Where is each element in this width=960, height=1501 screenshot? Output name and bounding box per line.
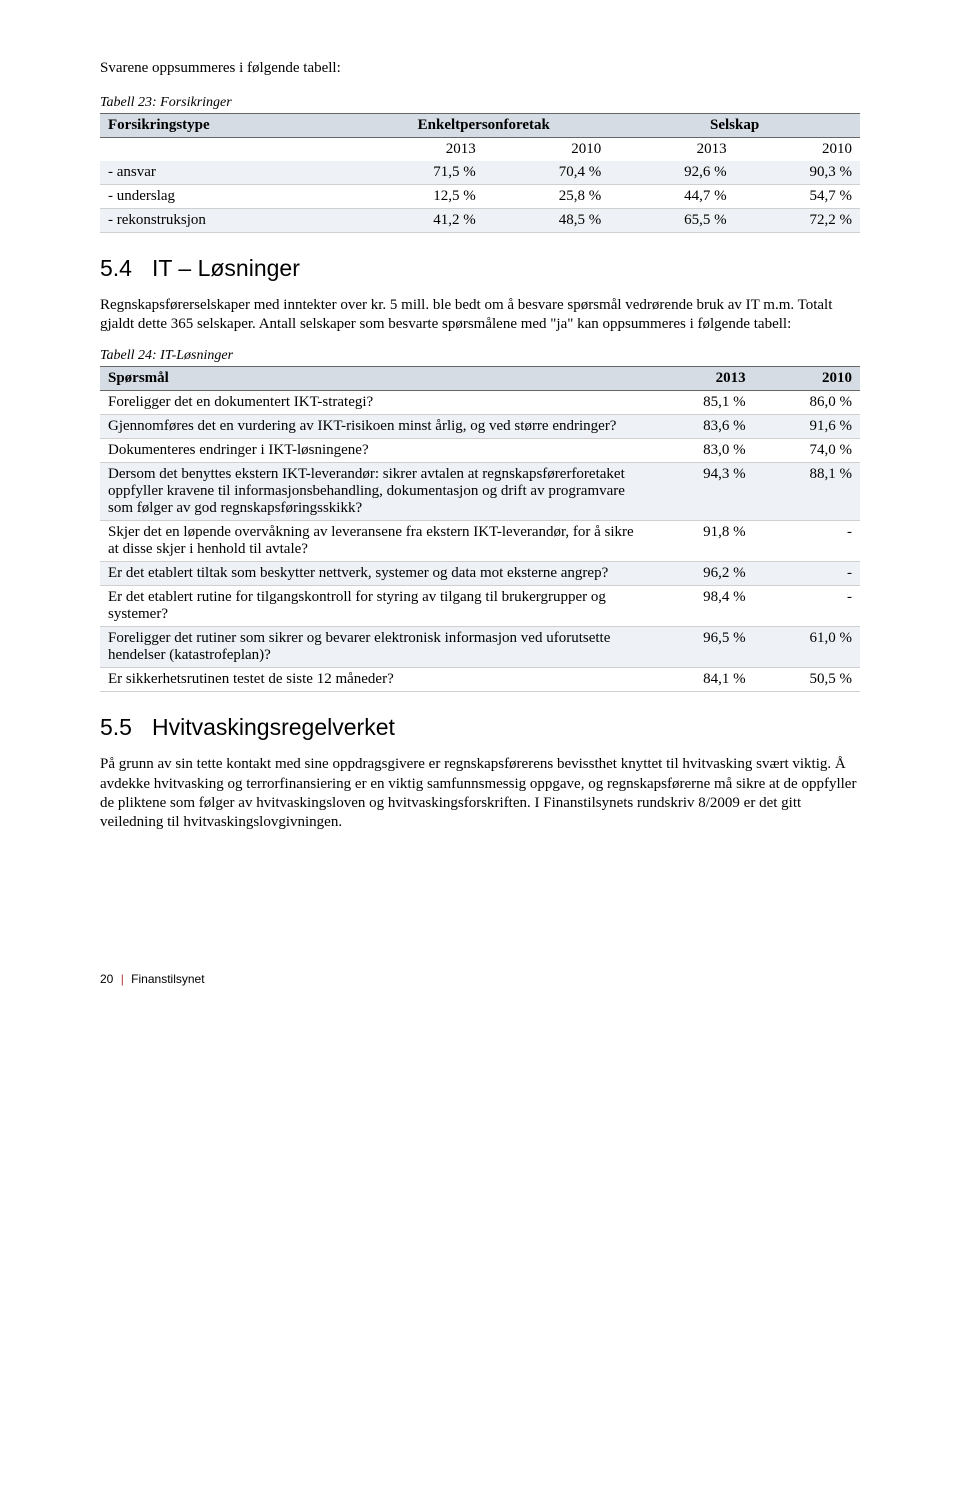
section-number: 5.4	[100, 255, 152, 282]
row-label: - rekonstruksjon	[100, 209, 358, 233]
table-forsikringer: Forsikringstype Enkeltpersonforetak Sels…	[100, 113, 860, 233]
cell-value: 41,2 %	[358, 209, 483, 233]
table23-year: 2013	[358, 138, 483, 162]
cell-value: 91,8 %	[647, 521, 753, 562]
table23-h-selskap: Selskap	[609, 114, 860, 138]
section-title: IT – Løsninger	[152, 255, 300, 281]
table24-h-2013: 2013	[647, 367, 753, 391]
cell-value: 70,4 %	[484, 161, 609, 185]
cell-value: 74,0 %	[754, 439, 860, 463]
cell-value: -	[754, 521, 860, 562]
cell-value: 85,1 %	[647, 391, 753, 415]
table23-h-type: Forsikringstype	[100, 114, 358, 138]
table23-caption: Tabell 23: Forsikringer	[100, 95, 860, 111]
table-it-losninger: Spørsmål 2013 2010 Foreligger det en dok…	[100, 366, 860, 692]
table23-h-enkelt: Enkeltpersonforetak	[358, 114, 609, 138]
footer-page-number: 20	[100, 972, 113, 986]
cell-value: 96,2 %	[647, 562, 753, 586]
table-row: Gjennomføres det en vurdering av IKT-ris…	[100, 415, 860, 439]
section-title: Hvitvaskingsregelverket	[152, 714, 395, 740]
cell-value: 71,5 %	[358, 161, 483, 185]
cell-value: 72,2 %	[735, 209, 860, 233]
section-5-4-intro: Regnskapsførerselskaper med inntekter ov…	[100, 296, 860, 334]
section-number: 5.5	[100, 714, 152, 741]
row-question: Foreligger det rutiner som sikrer og bev…	[100, 627, 647, 668]
row-question: Foreligger det en dokumentert IKT-strate…	[100, 391, 647, 415]
row-question: Dokumenteres endringer i IKT-løsningene?	[100, 439, 647, 463]
table24-caption: Tabell 24: IT-Løsninger	[100, 348, 860, 364]
row-question: Er sikkerhetsrutinen testet de siste 12 …	[100, 668, 647, 692]
row-question: Gjennomføres det en vurdering av IKT-ris…	[100, 415, 647, 439]
table24-h-q: Spørsmål	[100, 367, 647, 391]
row-question: Er det etablert rutine for tilgangskontr…	[100, 586, 647, 627]
table23-body: - ansvar71,5 %70,4 %92,6 %90,3 %- unders…	[100, 161, 860, 233]
cell-value: 54,7 %	[735, 185, 860, 209]
section-5-5-body: På grunn av sin tette kontakt med sine o…	[100, 755, 860, 832]
table-row: Dersom det benyttes ekstern IKT-leverand…	[100, 463, 860, 521]
row-question: Skjer det en løpende overvåkning av leve…	[100, 521, 647, 562]
cell-value: 92,6 %	[609, 161, 734, 185]
table-row: Foreligger det rutiner som sikrer og bev…	[100, 627, 860, 668]
cell-value: 83,6 %	[647, 415, 753, 439]
table-row: Er sikkerhetsrutinen testet de siste 12 …	[100, 668, 860, 692]
cell-value: -	[754, 586, 860, 627]
cell-value: 90,3 %	[735, 161, 860, 185]
table23-year: 2010	[735, 138, 860, 162]
section-5-4-heading: 5.4IT – Løsninger	[100, 255, 860, 282]
intro-text: Svarene oppsummeres i følgende tabell:	[100, 60, 860, 77]
cell-value: 44,7 %	[609, 185, 734, 209]
table23-year: 2010	[484, 138, 609, 162]
cell-value: 96,5 %	[647, 627, 753, 668]
cell-value: 48,5 %	[484, 209, 609, 233]
cell-value: 94,3 %	[647, 463, 753, 521]
footer-org: Finanstilsynet	[131, 972, 204, 986]
table-row: - rekonstruksjon41,2 %48,5 %65,5 %72,2 %	[100, 209, 860, 233]
row-question: Dersom det benyttes ekstern IKT-leverand…	[100, 463, 647, 521]
table23-year-row: 2013 2010 2013 2010	[100, 138, 860, 162]
cell-value: 86,0 %	[754, 391, 860, 415]
cell-value: 25,8 %	[484, 185, 609, 209]
cell-value: 83,0 %	[647, 439, 753, 463]
cell-value: 88,1 %	[754, 463, 860, 521]
table-row: - ansvar71,5 %70,4 %92,6 %90,3 %	[100, 161, 860, 185]
cell-value: -	[754, 562, 860, 586]
table23-year: 2013	[609, 138, 734, 162]
table-row: Skjer det en løpende overvåkning av leve…	[100, 521, 860, 562]
table-row: Dokumenteres endringer i IKT-løsningene?…	[100, 439, 860, 463]
table-row: Foreligger det en dokumentert IKT-strate…	[100, 391, 860, 415]
table24-h-2010: 2010	[754, 367, 860, 391]
cell-value: 84,1 %	[647, 668, 753, 692]
row-label: - underslag	[100, 185, 358, 209]
row-label: - ansvar	[100, 161, 358, 185]
page-footer: 20 | Finanstilsynet	[100, 972, 860, 986]
section-5-5-heading: 5.5Hvitvaskingsregelverket	[100, 714, 860, 741]
table-row: - underslag12,5 %25,8 %44,7 %54,7 %	[100, 185, 860, 209]
cell-value: 61,0 %	[754, 627, 860, 668]
table24-body: Foreligger det en dokumentert IKT-strate…	[100, 391, 860, 692]
table-row: Er det etablert tiltak som beskytter net…	[100, 562, 860, 586]
table23-header-row: Forsikringstype Enkeltpersonforetak Sels…	[100, 114, 860, 138]
table24-header-row: Spørsmål 2013 2010	[100, 367, 860, 391]
table-row: Er det etablert rutine for tilgangskontr…	[100, 586, 860, 627]
cell-value: 12,5 %	[358, 185, 483, 209]
cell-value: 50,5 %	[754, 668, 860, 692]
cell-value: 65,5 %	[609, 209, 734, 233]
cell-value: 91,6 %	[754, 415, 860, 439]
cell-value: 98,4 %	[647, 586, 753, 627]
row-question: Er det etablert tiltak som beskytter net…	[100, 562, 647, 586]
footer-separator-icon: |	[121, 972, 124, 986]
